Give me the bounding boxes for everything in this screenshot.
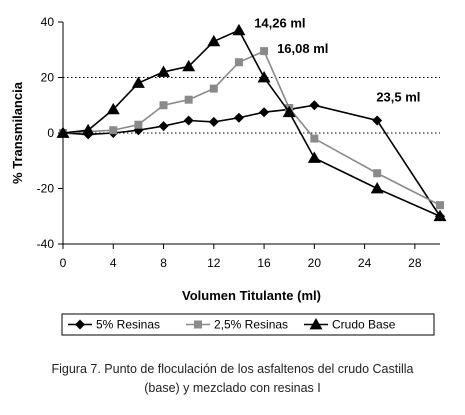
data-point — [233, 112, 244, 123]
caption-line-1: Figura 7. Punto de floculación de los as… — [51, 362, 414, 376]
series-line — [62, 104, 441, 217]
annotations: 14,26 ml 16,08 ml 23,5 ml — [254, 15, 420, 104]
legend-marker — [75, 319, 85, 330]
data-point — [259, 107, 270, 118]
data-point — [309, 100, 320, 111]
series-line — [62, 50, 441, 206]
x-tick-label: 24 — [358, 256, 372, 270]
data-point — [208, 116, 219, 127]
y-tick-label: -20 — [37, 182, 55, 196]
data-point — [159, 101, 168, 110]
legend-marker — [194, 320, 202, 329]
x-tick-label: 0 — [60, 256, 67, 270]
data-point — [131, 76, 145, 88]
annotation-label: 14,26 ml — [254, 15, 305, 30]
data-point — [183, 115, 194, 126]
legend-item: 2,5% Resinas — [186, 318, 288, 332]
x-axis-title: Volumen Titulante (ml) — [182, 288, 321, 303]
data-point — [184, 95, 193, 104]
x-tick-label: 28 — [408, 256, 422, 270]
x-tick-label: 12 — [207, 256, 221, 270]
x-tick-label: 20 — [308, 256, 322, 270]
annotation-label: 16,08 ml — [277, 41, 328, 56]
data-point — [436, 201, 444, 210]
data-point — [373, 169, 382, 178]
data-point — [260, 47, 269, 56]
legend: 5% Resinas 2,5% Resinas Crudo Base — [61, 313, 435, 336]
data-point — [370, 182, 384, 194]
data-point — [282, 105, 296, 118]
data-point — [182, 59, 196, 72]
data-point — [433, 209, 447, 222]
chart: -40 -20 0 20 40 0 4 8 12 16 20 24 28 14,26 ml 16,08 m… — [10, 15, 447, 336]
data-point — [81, 123, 95, 136]
annotation-label: 23,5 ml — [376, 89, 420, 104]
data-point — [133, 125, 144, 136]
data-point — [157, 65, 171, 77]
data-point — [307, 151, 321, 163]
legend-marker — [309, 318, 323, 330]
data-point — [372, 115, 383, 126]
series-crudo-base — [56, 23, 447, 222]
y-tick-label: 0 — [47, 126, 54, 140]
data-point — [310, 134, 319, 143]
legend-label: 2,5% Resinas — [214, 318, 288, 332]
legend-box — [61, 313, 435, 336]
legend-item: 5% Resinas — [68, 318, 160, 332]
data-point — [134, 120, 143, 129]
legend-label: Crudo Base — [332, 318, 396, 332]
data-point — [109, 126, 118, 135]
y-tick-label: 40 — [41, 15, 55, 29]
figure-caption: Figura 7. Punto de floculación de los as… — [0, 360, 465, 398]
x-tick-label: 4 — [110, 256, 117, 270]
series-5-resinas — [58, 100, 445, 222]
series-layer — [56, 23, 447, 222]
reference-lines — [63, 77, 440, 134]
data-point — [234, 58, 243, 67]
data-point — [158, 121, 169, 132]
data-point — [257, 71, 271, 83]
legend-label: 5% Resinas — [96, 318, 160, 332]
x-tick-label: 16 — [257, 256, 271, 270]
data-point — [207, 34, 221, 47]
y-tick-label: 20 — [41, 71, 55, 85]
series-2-5-resinas — [59, 47, 444, 210]
data-point — [56, 126, 70, 138]
x-tick-label: 8 — [160, 256, 167, 270]
data-point — [106, 102, 120, 115]
series-line — [62, 29, 441, 217]
axes: -40 -20 0 20 40 0 4 8 12 16 20 24 28 — [37, 15, 440, 270]
data-point — [209, 84, 218, 93]
data-point — [232, 23, 246, 36]
caption-line-2: (base) y mezclado con resinas I — [144, 381, 321, 395]
y-axis-title: % Transmilancia — [10, 81, 25, 184]
y-tick-label: -40 — [37, 237, 55, 251]
legend-item: Crudo Base — [304, 318, 396, 332]
